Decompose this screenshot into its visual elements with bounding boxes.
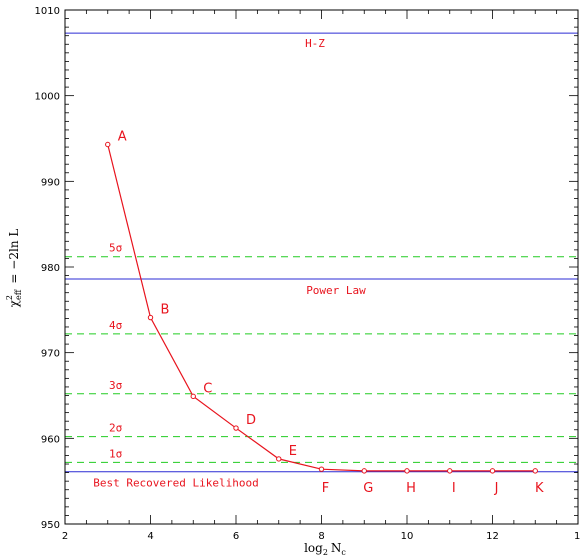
y-tick-label: 1000 — [35, 92, 60, 103]
reference-line-label: 3σ — [109, 379, 123, 392]
line-labels: H-Z Power Law Best Recovered Likelihood 5σ 4… — [93, 37, 544, 496]
reference-line-label: 5σ — [109, 242, 123, 255]
reference-line-label: H-Z — [305, 37, 325, 50]
point-label: G — [363, 481, 373, 496]
data-point — [361, 468, 367, 474]
point-label: I — [452, 481, 456, 496]
y-tick-label: 950 — [41, 520, 60, 531]
x-tick-label: 4 — [147, 531, 153, 542]
x-tick-label: 12 — [486, 531, 499, 542]
data-point — [489, 468, 496, 474]
point-label: B — [161, 303, 170, 318]
reference-line-label: 2σ — [109, 422, 123, 435]
y-axis-label: χ2eff= −2ln L — [5, 229, 23, 308]
x-axis-label: log2 Nc — [304, 541, 346, 557]
reference-line-label: Power Law — [306, 284, 366, 297]
data-point — [404, 468, 410, 474]
x-tick-label: 2 — [62, 531, 68, 542]
y-tick-label: 980 — [41, 263, 60, 274]
point-label: A — [118, 129, 127, 144]
point-label: F — [322, 481, 329, 496]
series-line — [107, 144, 536, 472]
axes: 950 960 970 980 990 1000 1010 2 4 6 8 10 12 1 — [35, 6, 581, 542]
x-tick-label: 6 — [233, 531, 239, 542]
point-label: H — [406, 481, 416, 496]
data-point — [318, 466, 325, 472]
y-tick-label: 1010 — [35, 6, 60, 17]
data-point — [190, 393, 196, 400]
x-tick-label: 1 — [574, 531, 580, 542]
y-tick-label: 960 — [41, 434, 60, 445]
y-tick-label: 990 — [41, 177, 60, 188]
point-label: J — [494, 481, 499, 496]
x-tick-label: 10 — [401, 531, 414, 542]
data-point — [447, 468, 453, 474]
point-label: D — [246, 413, 256, 428]
reference-line-label: Best Recovered Likelihood — [93, 477, 259, 490]
reference-line-label: 4σ — [109, 319, 123, 332]
data-point — [276, 456, 282, 462]
point-label: E — [289, 444, 297, 459]
data-series — [105, 141, 538, 474]
data-point — [233, 425, 239, 431]
reference-lines — [65, 32, 578, 473]
y-tick-label: 970 — [41, 349, 60, 360]
plot-frame — [64, 9, 579, 525]
data-point — [532, 468, 538, 474]
data-point — [105, 141, 111, 148]
reference-line-label: 1σ — [109, 447, 123, 460]
x-tick-label: 8 — [318, 531, 324, 542]
point-label: C — [203, 381, 212, 396]
point-label: K — [535, 481, 544, 496]
data-point — [147, 314, 154, 321]
